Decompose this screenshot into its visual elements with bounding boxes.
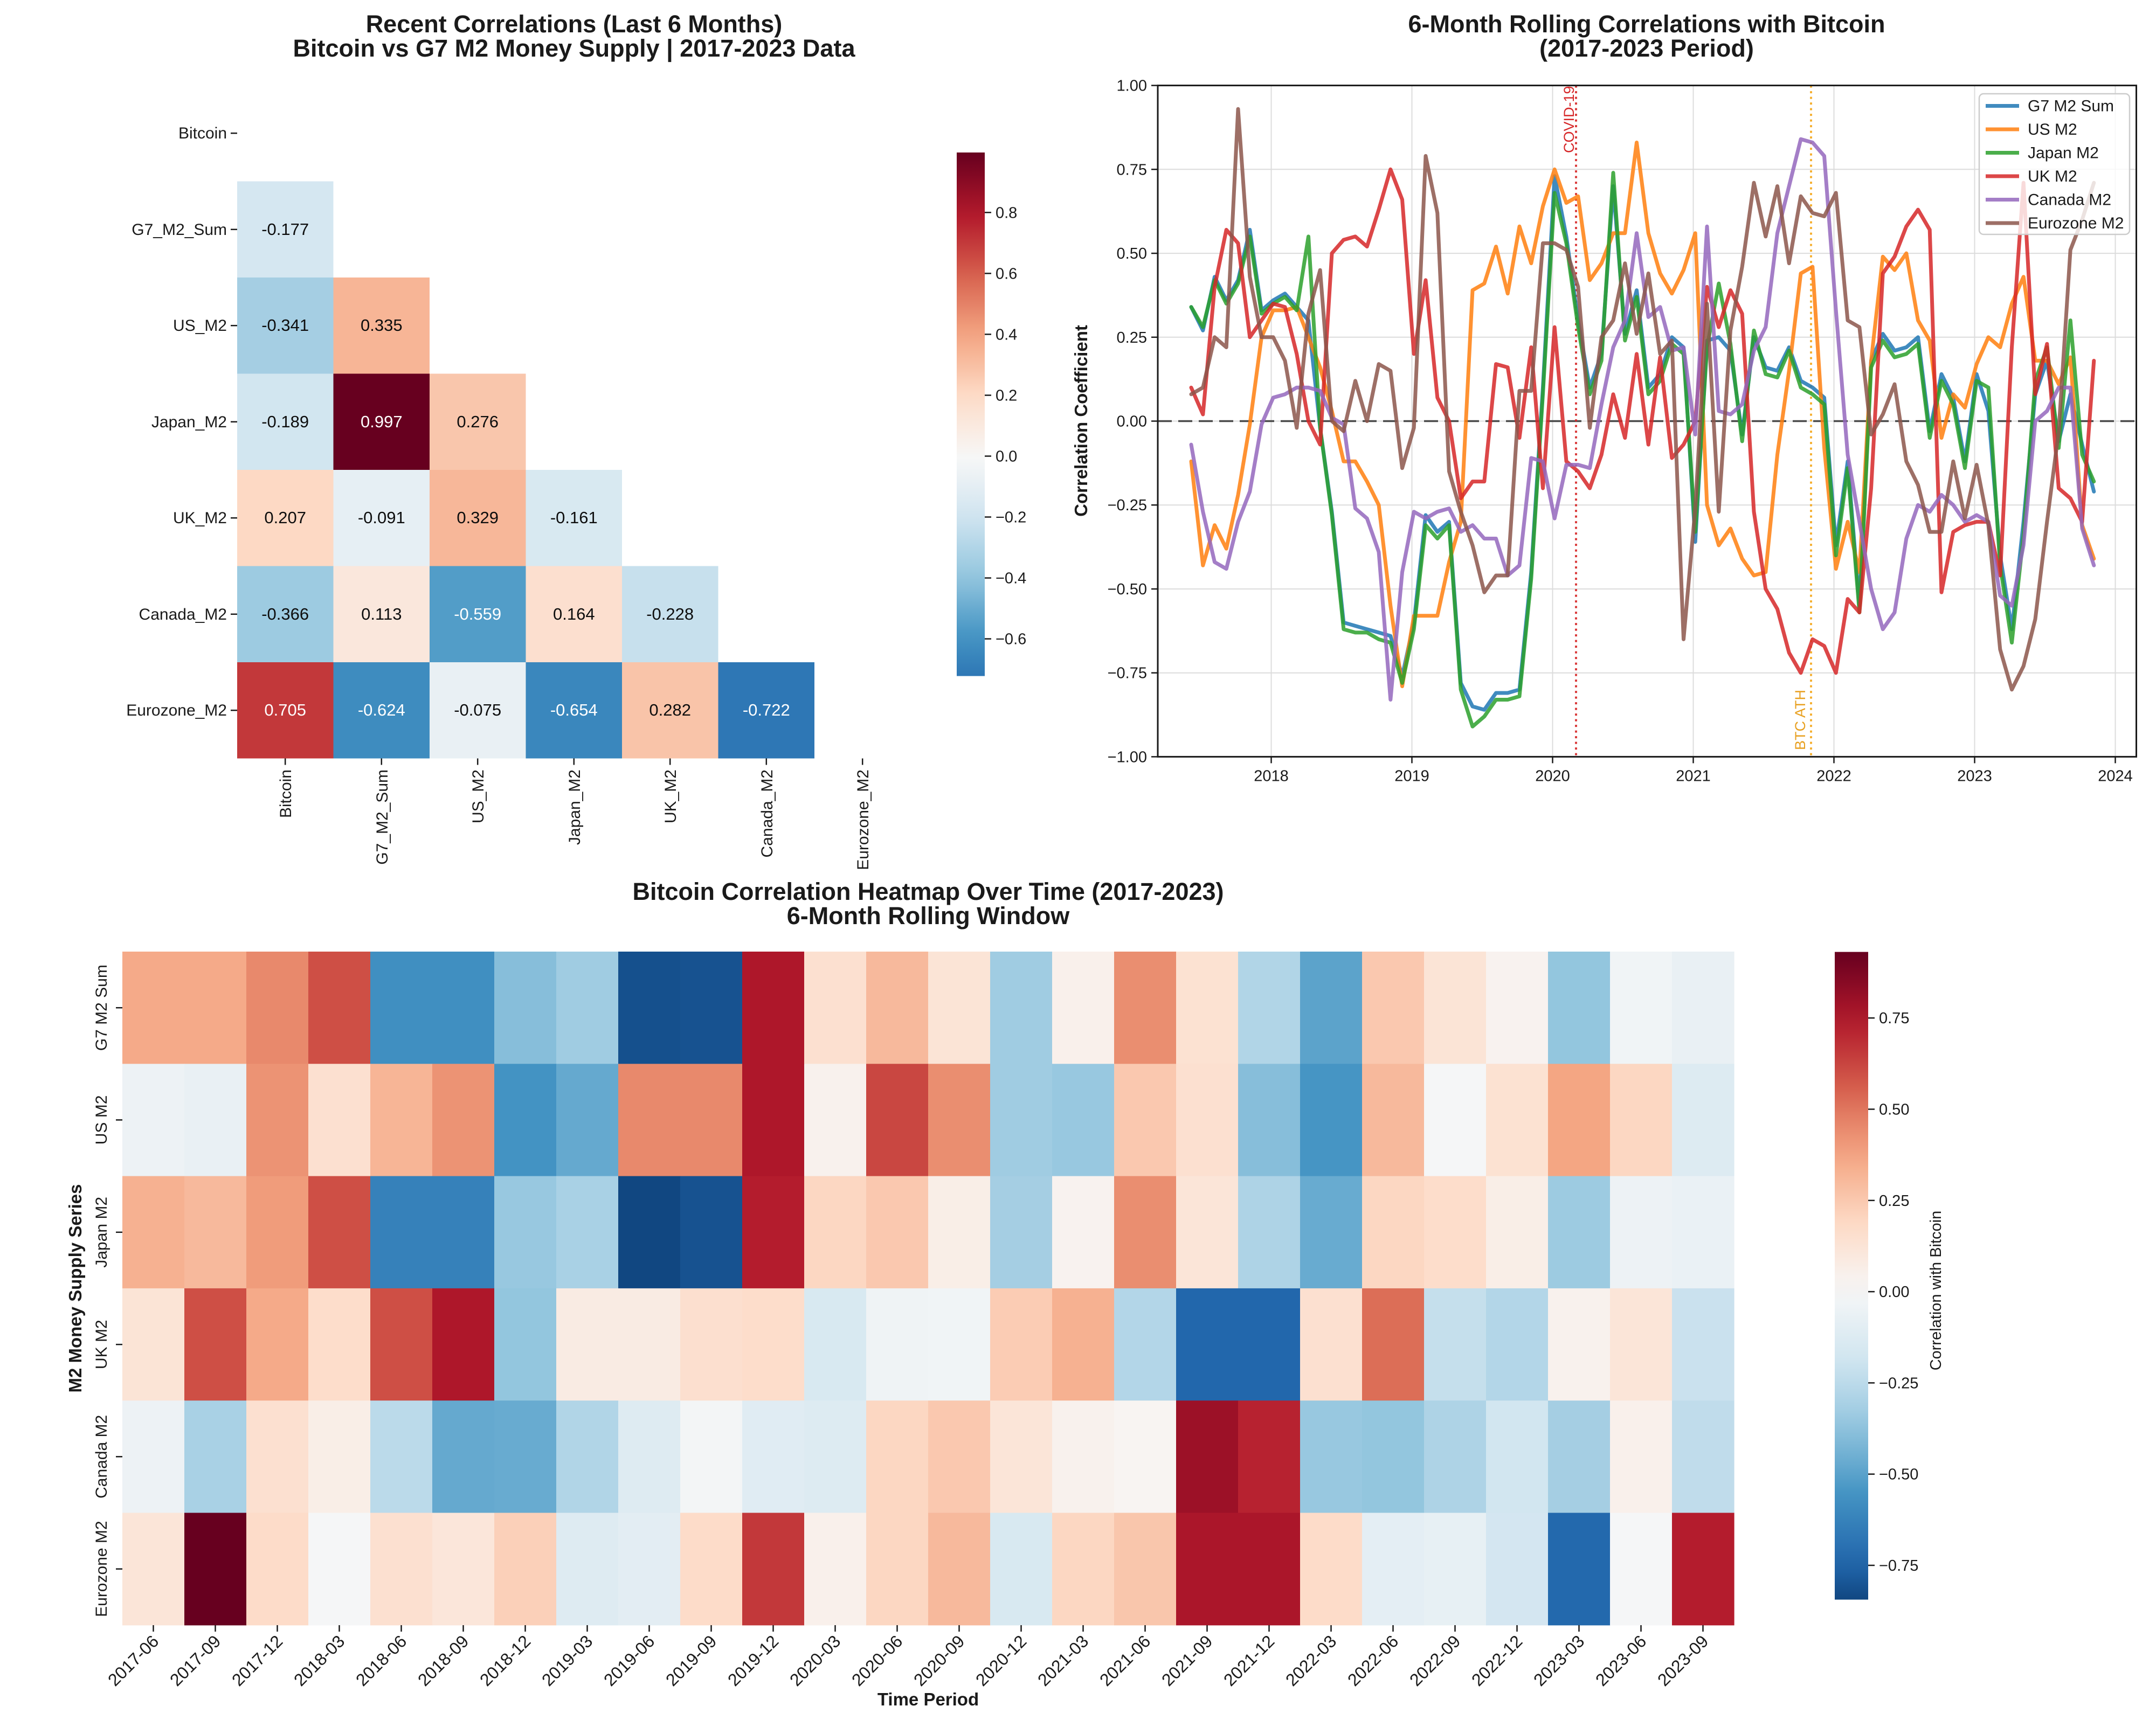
svg-text:0.207: 0.207	[264, 508, 306, 527]
svg-text:0.0: 0.0	[996, 448, 1017, 466]
svg-text:-0.722: -0.722	[743, 700, 790, 719]
svg-text:0.997: 0.997	[361, 412, 403, 431]
svg-text:Canada M2: Canada M2	[93, 1415, 110, 1499]
svg-text:-0.559: -0.559	[454, 605, 501, 623]
svg-text:Canada M2: Canada M2	[2028, 191, 2111, 209]
svg-text:Recent Correlations (Last 6 Mo: Recent Correlations (Last 6 Months)	[366, 10, 783, 38]
svg-text:UK M2: UK M2	[2028, 168, 2077, 185]
svg-text:Eurozone M2: Eurozone M2	[93, 1521, 110, 1617]
svg-text:(2017-2023 Period): (2017-2023 Period)	[1539, 34, 1754, 62]
svg-text:-0.177: -0.177	[261, 220, 309, 239]
svg-text:0.329: 0.329	[457, 508, 499, 527]
svg-text:2021: 2021	[1676, 767, 1711, 785]
svg-text:0.705: 0.705	[264, 700, 306, 719]
svg-text:0.8: 0.8	[996, 204, 1017, 221]
svg-text:US M2: US M2	[2028, 121, 2077, 138]
svg-text:1.00: 1.00	[1117, 78, 1147, 95]
svg-text:0.75: 0.75	[1879, 1010, 1909, 1027]
svg-text:-0.624: -0.624	[358, 700, 405, 719]
svg-text:-0.075: -0.075	[454, 700, 501, 719]
svg-text:2024: 2024	[2098, 767, 2133, 785]
svg-text:−0.4: −0.4	[996, 570, 1026, 587]
svg-text:-0.161: -0.161	[550, 508, 598, 527]
svg-text:Canada_M2: Canada_M2	[139, 606, 227, 623]
svg-text:Bitcoin: Bitcoin	[178, 124, 227, 142]
svg-text:−0.2: −0.2	[996, 509, 1026, 526]
svg-text:0.113: 0.113	[361, 605, 402, 623]
svg-text:2018: 2018	[1254, 767, 1289, 785]
svg-text:−0.75: −0.75	[1108, 665, 1147, 682]
svg-text:Bitcoin vs G7 M2 Money Supply: Bitcoin vs G7 M2 Money Supply | 2017-202…	[293, 34, 856, 63]
svg-text:2023: 2023	[1957, 767, 1992, 785]
svg-text:−0.50: −0.50	[1108, 581, 1147, 598]
svg-text:-0.189: -0.189	[261, 412, 309, 431]
svg-text:0.335: 0.335	[361, 316, 403, 335]
svg-text:COVID-19: COVID-19	[1561, 86, 1577, 153]
svg-text:0.164: 0.164	[553, 605, 595, 623]
svg-text:G7 M2 Sum: G7 M2 Sum	[93, 965, 110, 1051]
svg-text:−0.25: −0.25	[1108, 497, 1147, 514]
svg-text:G7 M2 Sum: G7 M2 Sum	[2028, 98, 2114, 115]
svg-text:BTC ATH: BTC ATH	[1792, 690, 1808, 750]
svg-text:Eurozone_M2: Eurozone_M2	[854, 769, 872, 870]
svg-text:0.75: 0.75	[1117, 161, 1147, 178]
svg-text:US M2: US M2	[93, 1095, 110, 1145]
svg-text:0.6: 0.6	[996, 265, 1017, 282]
svg-text:0.276: 0.276	[457, 412, 499, 431]
svg-text:Japan M2: Japan M2	[93, 1197, 110, 1268]
svg-text:Eurozone M2: Eurozone M2	[2028, 214, 2124, 232]
svg-text:UK_M2: UK_M2	[662, 769, 680, 823]
svg-text:G7_M2_Sum: G7_M2_Sum	[132, 221, 227, 239]
svg-text:Bitcoin: Bitcoin	[277, 769, 295, 818]
svg-text:0.282: 0.282	[649, 700, 691, 719]
svg-text:0.00: 0.00	[1117, 413, 1147, 431]
svg-text:-0.654: -0.654	[550, 700, 598, 719]
svg-text:2022: 2022	[1816, 767, 1851, 785]
svg-text:6-Month Rolling Correlations w: 6-Month Rolling Correlations with Bitcoi…	[1408, 10, 1885, 38]
svg-text:Correlation Coefficient: Correlation Coefficient	[1071, 325, 1091, 517]
svg-text:−0.50: −0.50	[1879, 1466, 1918, 1483]
svg-text:UK M2: UK M2	[93, 1320, 110, 1369]
svg-text:Bitcoin Correlation Heatmap Ov: Bitcoin Correlation Heatmap Over Time (2…	[632, 878, 1224, 905]
svg-text:−1.00: −1.00	[1108, 748, 1147, 766]
svg-text:−0.6: −0.6	[996, 631, 1026, 648]
svg-text:−0.75: −0.75	[1879, 1557, 1918, 1575]
svg-text:-0.091: -0.091	[358, 508, 405, 527]
svg-text:M2 Money Supply Series: M2 Money Supply Series	[65, 1184, 85, 1393]
svg-text:Eurozone_M2: Eurozone_M2	[126, 702, 227, 719]
svg-text:2020: 2020	[1535, 767, 1570, 785]
svg-text:−0.25: −0.25	[1879, 1375, 1918, 1392]
svg-text:0.2: 0.2	[996, 387, 1017, 405]
svg-text:0.25: 0.25	[1879, 1192, 1909, 1210]
svg-text:US_M2: US_M2	[469, 769, 487, 823]
svg-text:Japan_M2: Japan_M2	[151, 413, 227, 431]
svg-text:-0.228: -0.228	[646, 605, 694, 623]
svg-text:Time Period: Time Period	[877, 1689, 979, 1709]
svg-text:0.50: 0.50	[1879, 1101, 1909, 1119]
svg-text:2019: 2019	[1394, 767, 1429, 785]
svg-text:Japan M2: Japan M2	[2028, 144, 2099, 162]
svg-text:US_M2: US_M2	[173, 317, 227, 335]
svg-text:0.50: 0.50	[1117, 245, 1147, 262]
svg-text:6-Month Rolling Window: 6-Month Rolling Window	[787, 902, 1070, 930]
svg-text:Correlation with Bitcoin: Correlation with Bitcoin	[1927, 1211, 1945, 1371]
svg-text:-0.366: -0.366	[261, 605, 309, 623]
svg-text:0.4: 0.4	[996, 326, 1017, 343]
svg-text:0.25: 0.25	[1117, 329, 1147, 346]
svg-text:Japan_M2: Japan_M2	[566, 769, 584, 845]
svg-text:Canada_M2: Canada_M2	[758, 769, 776, 857]
svg-text:0.00: 0.00	[1879, 1284, 1909, 1301]
svg-text:UK_M2: UK_M2	[173, 509, 227, 527]
svg-text:G7_M2_Sum: G7_M2_Sum	[374, 769, 391, 865]
svg-text:-0.341: -0.341	[261, 316, 309, 335]
